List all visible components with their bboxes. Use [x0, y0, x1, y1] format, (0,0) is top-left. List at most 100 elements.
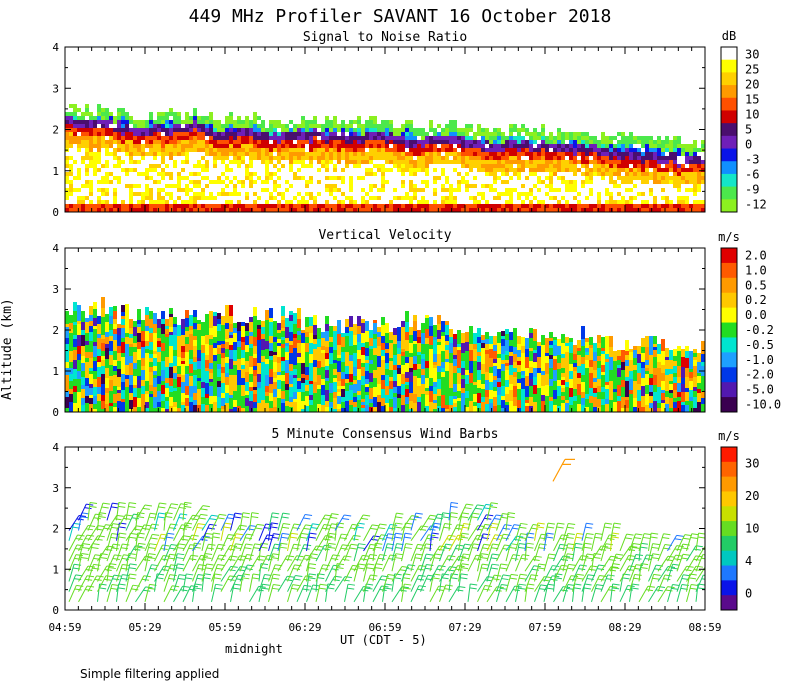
- snr-cell: [621, 152, 625, 156]
- snr-cell: [605, 140, 609, 144]
- velocity-cell: [133, 397, 137, 407]
- snr-cell: [89, 112, 93, 116]
- snr-cell: [489, 204, 493, 208]
- velocity-cell: [101, 360, 105, 366]
- velocity-cell: [257, 357, 261, 363]
- snr-cell: [69, 124, 73, 128]
- snr-cell: [393, 132, 397, 136]
- snr-cell: [69, 156, 73, 160]
- snr-cell: [125, 160, 129, 164]
- snr-cell: [581, 140, 585, 144]
- snr-cell: [141, 180, 145, 184]
- velocity-cell: [305, 375, 309, 380]
- velocity-cell: [217, 377, 221, 381]
- snr-cell: [369, 168, 373, 172]
- snr-cell: [77, 124, 81, 128]
- velocity-cell: [85, 362, 89, 372]
- snr-cell: [489, 140, 493, 144]
- snr-cell: [289, 148, 293, 152]
- snr-cell: [293, 132, 297, 136]
- snr-cell: [533, 196, 537, 200]
- snr-cell: [453, 140, 457, 144]
- snr-cell: [357, 168, 361, 172]
- snr-cell: [193, 180, 197, 184]
- velocity-cell: [293, 402, 297, 412]
- snr-cell: [309, 124, 313, 128]
- snr-cell: [177, 176, 181, 180]
- snr-cell: [369, 176, 373, 180]
- velocity-cell: [81, 405, 85, 412]
- velocity-cell: [305, 385, 309, 391]
- snr-cell: [521, 184, 525, 188]
- velocity-cell: [473, 333, 477, 344]
- snr-cell: [509, 128, 513, 132]
- snr-cell: [109, 172, 113, 176]
- snr-cell: [277, 188, 281, 192]
- snr-cell: [577, 180, 581, 184]
- snr-cell: [401, 200, 405, 204]
- snr-cell: [665, 148, 669, 152]
- velocity-cell: [349, 385, 353, 390]
- snr-cell: [413, 132, 417, 136]
- snr-cell: [417, 156, 421, 160]
- snr-cell: [633, 200, 637, 204]
- snr-cell: [221, 152, 225, 156]
- snr-cell: [633, 140, 637, 144]
- velocity-cell: [221, 348, 225, 353]
- snr-cell: [301, 120, 305, 124]
- velocity-cell: [321, 405, 325, 412]
- velocity-cell: [365, 360, 369, 363]
- snr-cell: [473, 172, 477, 176]
- snr-cell: [637, 192, 641, 196]
- snr-cell: [613, 188, 617, 192]
- snr-cell: [361, 144, 365, 148]
- velocity-cell: [373, 378, 377, 387]
- snr-cell: [301, 156, 305, 160]
- velocity-cell: [81, 311, 85, 322]
- snr-cell: [601, 148, 605, 152]
- snr-cell: [365, 152, 369, 156]
- snr-cell: [101, 200, 105, 204]
- velocity-cell: [317, 385, 321, 389]
- snr-cell: [217, 196, 221, 200]
- velocity-cell: [365, 379, 369, 384]
- snr-cell: [649, 152, 653, 156]
- velocity-cell: [377, 346, 381, 356]
- snr-cell: [649, 148, 653, 152]
- velocity-cell: [369, 338, 373, 346]
- snr-cell: [565, 168, 569, 172]
- snr-cell: [185, 140, 189, 144]
- velocity-cell: [169, 363, 173, 367]
- velocity-cell: [193, 400, 197, 405]
- snr-cell: [473, 140, 477, 144]
- velocity-cell: [169, 308, 173, 314]
- snr-cell: [417, 140, 421, 144]
- snr-cell: [265, 200, 269, 204]
- snr-cell: [553, 208, 557, 212]
- velocity-cell: [389, 358, 393, 361]
- snr-cell: [413, 180, 417, 184]
- snr-cell: [149, 176, 153, 180]
- snr-cell: [149, 124, 153, 128]
- snr-cell: [449, 196, 453, 200]
- snr-cell: [281, 204, 285, 208]
- snr-cell: [597, 176, 601, 180]
- snr-cell: [629, 148, 633, 152]
- velocity-cell: [345, 391, 349, 401]
- snr-cell: [257, 144, 261, 148]
- snr-cell: [65, 156, 69, 160]
- snr-cell: [425, 144, 429, 148]
- velocity-cell: [341, 397, 345, 402]
- velocity-cell: [161, 343, 165, 351]
- snr-cell: [301, 116, 305, 120]
- snr-cell: [573, 188, 577, 192]
- snr-cell: [77, 140, 81, 144]
- snr-cell: [77, 208, 81, 212]
- velocity-cell: [201, 345, 205, 353]
- snr-cell: [385, 148, 389, 152]
- snr-cell: [205, 208, 209, 212]
- snr-cell: [125, 164, 129, 168]
- velocity-cell: [109, 341, 113, 351]
- snr-cell: [693, 152, 697, 156]
- snr-cell: [125, 200, 129, 204]
